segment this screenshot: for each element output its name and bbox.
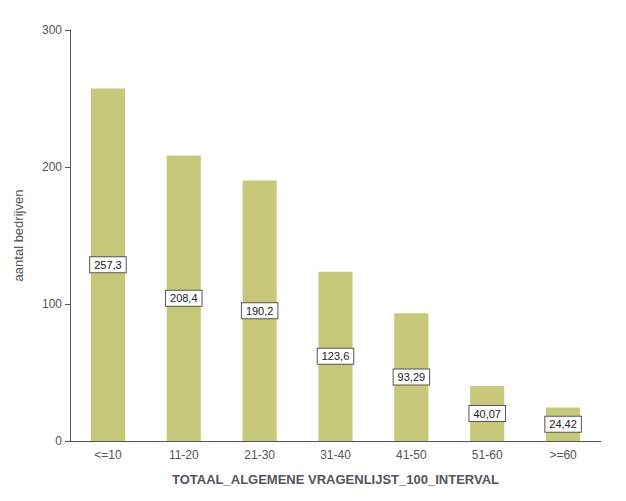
svg-text:0: 0: [55, 434, 62, 448]
svg-text:TOTAAL_ALGEMENE VRAGENLIJST_10: TOTAAL_ALGEMENE VRAGENLIJST_100_INTERVAL: [172, 472, 499, 487]
svg-text:>=60: >=60: [549, 448, 577, 462]
svg-text:190,2: 190,2: [246, 305, 274, 317]
svg-text:300: 300: [42, 23, 62, 37]
svg-text:21-30: 21-30: [244, 448, 275, 462]
svg-text:100: 100: [42, 297, 62, 311]
svg-text:<=10: <=10: [94, 448, 122, 462]
svg-text:24,42: 24,42: [549, 418, 577, 430]
svg-text:93,29: 93,29: [398, 371, 426, 383]
svg-text:208,4: 208,4: [170, 292, 198, 304]
svg-text:41-50: 41-50: [396, 448, 427, 462]
svg-text:200: 200: [42, 160, 62, 174]
svg-text:aantal bedrijven: aantal bedrijven: [11, 190, 26, 282]
svg-text:11-20: 11-20: [169, 448, 199, 462]
svg-text:31-40: 31-40: [320, 448, 351, 462]
svg-text:257,3: 257,3: [94, 259, 122, 271]
svg-text:123,6: 123,6: [322, 350, 350, 362]
svg-text:51-60: 51-60: [472, 448, 503, 462]
svg-text:40,07: 40,07: [473, 408, 501, 420]
